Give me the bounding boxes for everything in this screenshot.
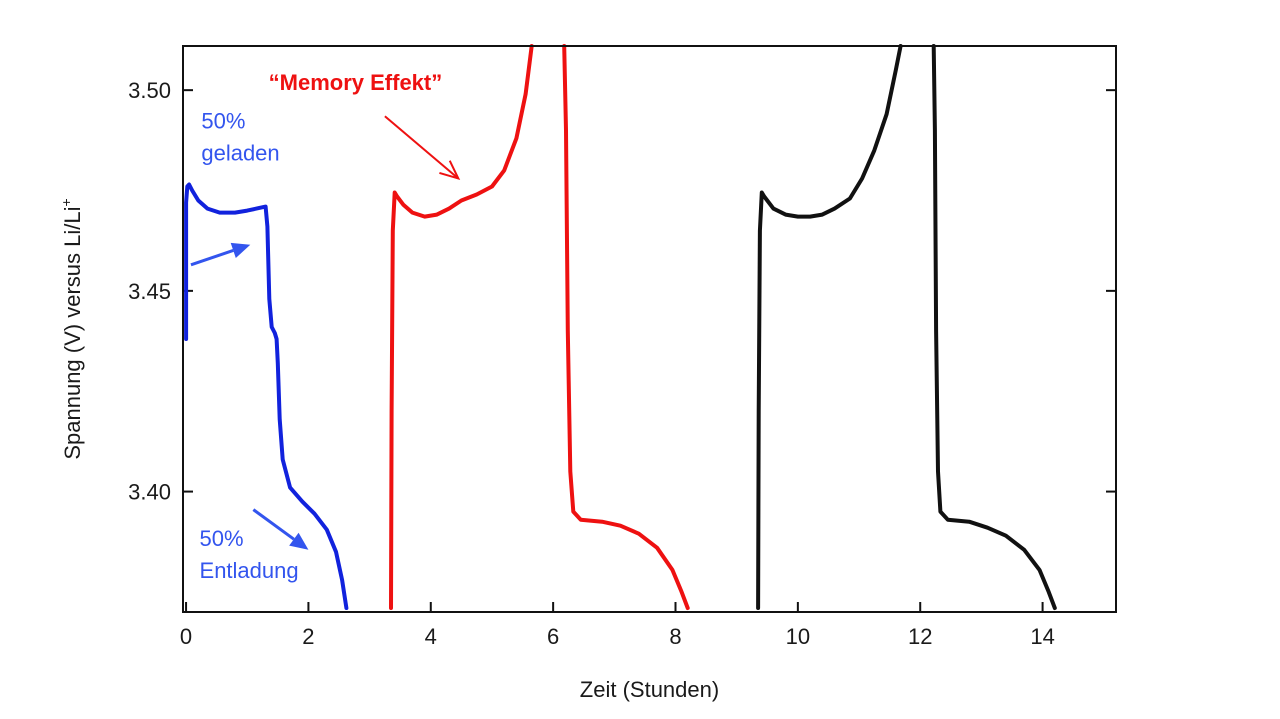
y-tick-label: 3.45 [128, 279, 171, 304]
annotation-text: “Memory Effekt” [269, 70, 443, 95]
y-axis-label-main: Spannung (V) versus Li/Li [60, 207, 85, 460]
series-line [184, 182, 349, 610]
annotation-arrow [190, 249, 234, 267]
series-layer [184, 44, 1057, 610]
y-axis-label-superscript: + [58, 198, 74, 206]
annotation-layer: 50% geladen 50% Entladung “Memory Effekt” [190, 70, 461, 583]
x-tick-label: 4 [425, 624, 437, 649]
annotation-arrowhead [230, 242, 251, 259]
annotation-text: 50% geladen [201, 108, 279, 165]
y-axis-label: Spannung (V) versus Li/Li+ [58, 198, 85, 459]
annotation-arrowhead [439, 160, 461, 181]
x-tick-label: 8 [669, 624, 681, 649]
annotation-text: 50% Entladung [200, 526, 299, 583]
series-line [562, 44, 690, 610]
series-line [389, 44, 534, 610]
ticks-layer: 0 2 4 6 8 10 12 14 3.40 3.45 3.50 [128, 78, 1116, 649]
series-line [756, 44, 903, 610]
x-tick-label: 10 [786, 624, 810, 649]
series-line [931, 44, 1057, 610]
annotation-arrow [252, 508, 295, 541]
x-tick-label: 14 [1030, 624, 1054, 649]
annotation-arrow [384, 115, 459, 180]
x-tick-label: 6 [547, 624, 559, 649]
annotation-arrowhead [289, 532, 309, 550]
plot-frame [182, 45, 1117, 613]
y-tick-label: 3.40 [128, 480, 171, 505]
y-tick-label: 3.50 [128, 78, 171, 103]
x-axis-label: Zeit (Stunden) [580, 677, 719, 702]
x-tick-label: 0 [180, 624, 192, 649]
x-tick-label: 2 [302, 624, 314, 649]
x-tick-label: 12 [908, 624, 932, 649]
